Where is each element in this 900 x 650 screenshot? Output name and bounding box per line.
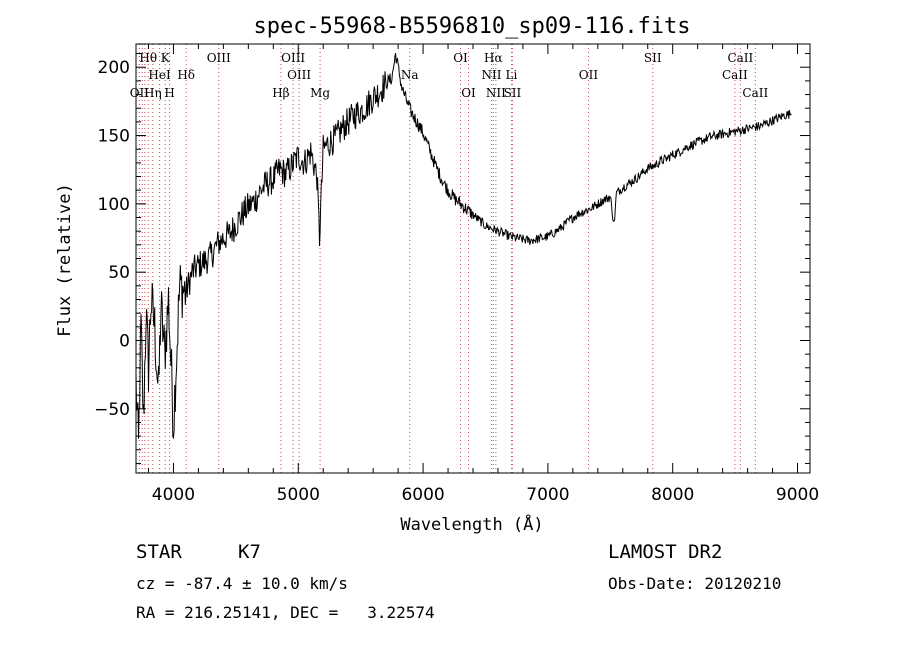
spectral-line-label: Hη [144, 86, 162, 100]
survey-name: LAMOST DR2 [608, 541, 723, 563]
spectral-line-label: CaII [722, 68, 748, 82]
obs-date: Obs-Date: 20120210 [608, 574, 782, 593]
spectral-line-label: SII [504, 86, 522, 100]
spectral-line-label: CaII [727, 51, 753, 65]
spectral-line-label: Hδ [177, 68, 195, 82]
y-axis-ticks: −50 0 50 100 150 200 [94, 53, 810, 464]
spectral-line-label: OIII [207, 51, 231, 65]
spectral-line-label: OIII [281, 51, 305, 65]
spectral-line-label: OI [453, 51, 468, 65]
spectral-line-label: Na [401, 68, 419, 82]
spectral-line-label: Mg [310, 86, 330, 100]
x-tick-label: 6000 [401, 485, 444, 505]
spectral-line-label: OII [579, 68, 599, 82]
spectral-line-label: Li [506, 68, 518, 82]
spectral-line-label: CaII [742, 86, 768, 100]
chart-title: spec-55968-B5596810_sp09-116.fits [253, 14, 690, 39]
x-tick-label: 5000 [277, 485, 320, 505]
y-tick-label: 150 [98, 127, 130, 147]
x-tick-label: 8000 [651, 485, 694, 505]
y-tick-label: 50 [108, 263, 130, 283]
flux-line [135, 52, 792, 440]
x-tick-label: 9000 [776, 485, 819, 505]
x-tick-label: 4000 [152, 485, 195, 505]
x-axis-label: Wavelength (Å) [400, 513, 543, 535]
spectral-line-label: Hθ [139, 51, 157, 65]
spectral-line-label: NII [486, 86, 506, 100]
y-tick-label: 100 [98, 195, 130, 215]
x-tick-label: 7000 [526, 485, 569, 505]
spectral-line-label: HeI [148, 68, 171, 82]
x-axis-ticks: 4000 5000 6000 7000 8000 9000 [147, 44, 819, 505]
spectral-line-label: Hα [484, 51, 503, 65]
y-axis-label: Flux (relative) [55, 183, 75, 337]
velocity-readout: cz = -87.4 ± 10.0 km/s [136, 574, 348, 593]
spectral-line-label: OI [461, 86, 476, 100]
y-tick-label: −50 [94, 400, 130, 420]
y-tick-label: 200 [98, 58, 130, 78]
spectral-line-label: OIII [287, 68, 311, 82]
flux-series [135, 52, 792, 440]
object-class: STAR [136, 541, 182, 563]
object-subclass: K7 [238, 541, 261, 563]
y-tick-label: 0 [119, 331, 130, 351]
plot-frame [135, 43, 811, 474]
spectral-line-label: K [161, 51, 171, 65]
spectral-line-label: H [164, 86, 174, 100]
spectral-line-markers [138, 44, 756, 473]
coordinates-readout: RA = 216.25141, DEC = 3.22574 [136, 603, 435, 622]
spectral-line-label: SII [644, 51, 662, 65]
spectral-line-label: NII [481, 68, 501, 82]
spectral-line-label: Hβ [272, 86, 289, 100]
spectral-line-label: OII [130, 86, 150, 100]
